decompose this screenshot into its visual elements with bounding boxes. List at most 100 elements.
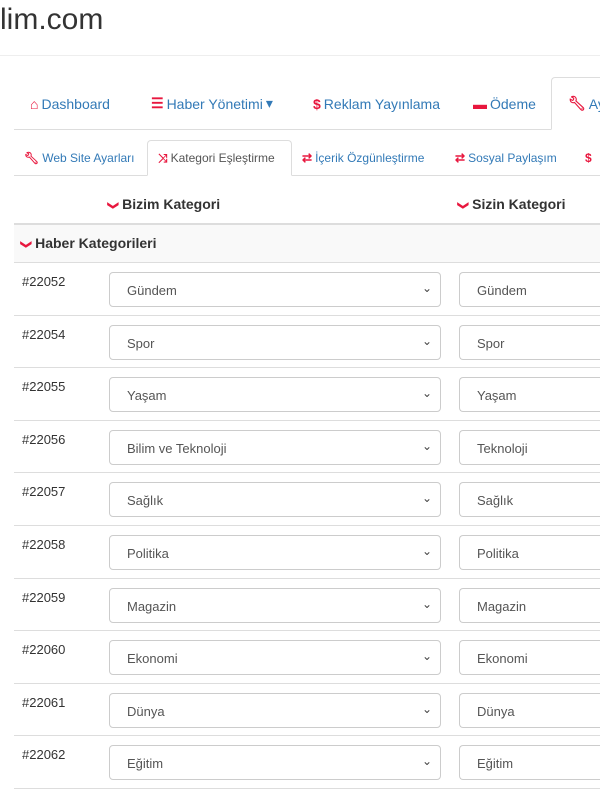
category-id: #22054 [22, 326, 66, 342]
home-icon: ⌂ [30, 95, 39, 112]
nav-label: Dashboard [41, 95, 110, 112]
your-category-input[interactable]: Dünya [459, 692, 600, 728]
category-id: #22057 [22, 484, 66, 500]
table-row: #22056 Bilim ve Teknoloji ⌄ Teknoloji [14, 421, 600, 474]
our-category-select[interactable]: Magazin ⌄ [109, 587, 441, 623]
your-category-input[interactable]: Yaşam [459, 377, 600, 413]
chevron-down-icon: ⌄ [421, 754, 432, 769]
our-category-select[interactable]: Dünya ⌄ [109, 692, 441, 728]
chevron-down-icon: ⌄ [421, 438, 432, 453]
nav-tab[interactable]: ▬ Ödeme [457, 78, 551, 129]
credit-card-icon: ▬ [473, 95, 487, 112]
select-value: Politika [127, 545, 169, 561]
select-value: Dünya [127, 703, 165, 719]
subnav-tab[interactable]: ⇄ Sosyal Paylaşım [445, 141, 575, 175]
dollar-icon: $ [313, 95, 321, 112]
shuffle-icon: ⤨ [158, 150, 168, 165]
settings-subnav: 🔧︎ Web Site Ayarları ⤨ Kategori Eşleştirme ⇄… [14, 140, 600, 176]
exchange-icon: ⇄ [455, 151, 466, 165]
our-category-select[interactable]: Gündem ⌄ [109, 272, 441, 307]
dollar-icon: $ [585, 151, 592, 165]
subnav-label: Sosyal Paylaşım [468, 151, 557, 165]
our-category-select[interactable]: Spor ⌄ [109, 324, 441, 360]
main-nav: ⌂ Dashboard ☰ Haber Yönetimi ▾ $ Reklam Yayınl… [14, 77, 600, 130]
caret-down-icon: ▾ [265, 95, 273, 111]
select-value: Magazin [127, 598, 177, 614]
table-row: #22061 Dünya ⌄ Dünya [14, 684, 600, 737]
category-id: #22061 [22, 694, 66, 710]
category-id: #22055 [22, 379, 66, 395]
chevron-down-icon: ⌄ [421, 649, 432, 664]
your-category-input[interactable]: Teknoloji [459, 429, 600, 465]
chevron-down-icon: ⌄ [421, 333, 432, 348]
table-row: #22060 Ekonomi ⌄ Ekonomi [14, 631, 600, 684]
chevron-down-icon: ⌄ [421, 701, 432, 716]
chevron-down-icon: ❯ [20, 239, 33, 250]
chevron-down-icon: ⌄ [421, 543, 432, 558]
col-yours-header: ❯ Sizin Kategori [457, 196, 566, 212]
our-category-select[interactable]: Sağlık ⌄ [109, 482, 441, 518]
exchange-icon: ⇄ [302, 151, 313, 165]
nav-label: Ay [588, 95, 600, 112]
subnav-tab[interactable]: ⇄ İçerik Özgünleştirme [292, 141, 445, 175]
your-category-input[interactable]: Magazin [459, 587, 600, 623]
nav-tab[interactable]: ⌂ Dashboard [14, 78, 135, 129]
select-value: Ekonomi [127, 651, 178, 667]
category-rows: #22052 Gündem ⌄ Gündem #22054 Spor ⌄ Spor #22055… [14, 263, 600, 789]
category-id: #22059 [22, 589, 66, 605]
list-icon: ☰ [151, 95, 164, 111]
table-row: #22054 Spor ⌄ Spor [14, 316, 600, 369]
category-id: #22052 [22, 274, 66, 289]
table-header: ❯ Bizim Kategori ❯ Sizin Kategori [14, 185, 600, 225]
table-row: #22052 Gündem ⌄ Gündem [14, 263, 600, 316]
wrench-icon: 🔧︎ [24, 151, 40, 165]
group-label: Haber Kategorileri [35, 235, 157, 251]
nav-tab[interactable]: ☰ Haber Yönetimi ▾ [135, 78, 297, 129]
your-category-input[interactable]: Politika [459, 534, 600, 570]
chevron-down-icon: ❯ [457, 200, 470, 211]
nav-label: Reklam Yayınlama [323, 95, 440, 112]
subnav-tab[interactable]: ⤨ Kategori Eşleştirme [147, 140, 292, 176]
category-id: #22058 [22, 536, 66, 552]
select-value: Sağlık [127, 493, 164, 509]
your-category-input[interactable]: Ekonomi [459, 640, 600, 676]
our-category-select[interactable]: Yaşam ⌄ [109, 377, 441, 413]
category-id: #22060 [22, 642, 66, 658]
your-category-input[interactable]: Sağlık [459, 482, 600, 518]
chevron-down-icon: ⌄ [421, 596, 432, 611]
subnav-label: Web Site Ayarları [42, 151, 135, 165]
table-row: #22058 Politika ⌄ Politika [14, 526, 600, 579]
select-value: Bilim ve Teknoloji [127, 440, 227, 456]
nav-label: Ödeme [490, 95, 536, 112]
col-ours: Bizim Kategori [122, 196, 221, 212]
table-row: #22059 Magazin ⌄ Magazin [14, 579, 600, 632]
wrench-icon: 🔧︎ [568, 95, 586, 111]
nav-tab[interactable]: 🔧︎Ay [551, 77, 600, 130]
site-title: lim.com [0, 3, 104, 36]
chevron-down-icon: ⌄ [421, 491, 432, 506]
group-row[interactable]: ❯ Haber Kategorileri [14, 225, 600, 263]
our-category-select[interactable]: Ekonomi ⌄ [109, 640, 441, 676]
our-category-select[interactable]: Bilim ve Teknoloji ⌄ [109, 429, 441, 465]
your-category-input[interactable]: Spor [459, 324, 600, 360]
nav-tab[interactable]: $ Reklam Yayınlama [297, 78, 457, 129]
subnav-tab[interactable]: 🔧︎ Web Site Ayarları [14, 141, 147, 175]
table-row: #22057 Sağlık ⌄ Sağlık [14, 473, 600, 526]
select-value: Spor [127, 335, 155, 351]
select-value: Gündem [127, 283, 177, 298]
your-category-input[interactable]: Eğitim [459, 745, 600, 781]
category-id: #22062 [22, 747, 66, 763]
nav-label: Haber Yönetimi [166, 95, 263, 112]
subnav-label: Kategori Eşleştirme [170, 151, 275, 165]
your-category-input[interactable]: Gündem [459, 272, 600, 307]
subnav-tab[interactable]: $ [575, 141, 600, 175]
our-category-select[interactable]: Eğitim ⌄ [109, 745, 441, 781]
table-row: #22062 Eğitim ⌄ Eğitim [14, 736, 600, 789]
col-yours: Sizin Kategori [472, 196, 566, 212]
table-row: #22055 Yaşam ⌄ Yaşam [14, 368, 600, 421]
col-ours-header: ❯ Bizim Kategori [107, 196, 221, 212]
chevron-down-icon: ⌄ [421, 386, 432, 401]
select-value: Eğitim [127, 756, 164, 772]
our-category-select[interactable]: Politika ⌄ [109, 534, 441, 570]
divider [0, 55, 600, 56]
